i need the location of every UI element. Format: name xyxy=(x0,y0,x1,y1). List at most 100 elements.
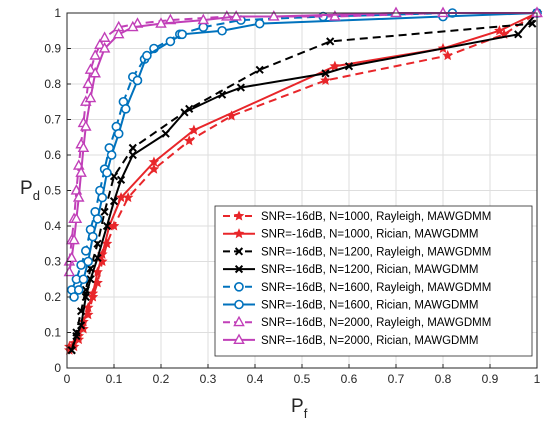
data-point xyxy=(198,22,209,33)
legend-marker xyxy=(234,281,244,292)
data-point xyxy=(183,135,195,146)
series-line xyxy=(70,12,538,351)
data-point xyxy=(120,104,131,114)
data-point xyxy=(77,141,90,153)
data-point xyxy=(165,36,176,47)
legend-label: SNR=-16dB, N=1200, Rayleigh, MAWGDMM xyxy=(261,246,491,258)
legend-item-7: SNR=-16dB, N=2000, Rayleigh, MAWGDMM xyxy=(223,315,491,329)
legend-marker xyxy=(234,264,244,274)
legend-item-8: SNR=-16dB, N=2000, Rician, MAWGDMM xyxy=(223,333,479,347)
data-point xyxy=(254,18,265,29)
data-point xyxy=(115,191,127,203)
data-point xyxy=(128,150,137,160)
legend-item-2: SNR=-16dB, N=1000, Rician, MAWGDMM xyxy=(223,228,479,241)
series-6 xyxy=(69,8,542,302)
data-point xyxy=(97,192,108,203)
legend-item-6: SNR=-16dB, N=1600, Rician, MAWGDMM xyxy=(223,300,479,312)
data-point xyxy=(188,124,200,135)
data-point xyxy=(88,231,98,242)
y-tick-label: 0.8 xyxy=(44,77,61,91)
x-tick-label: 0.5 xyxy=(294,372,311,386)
data-point xyxy=(142,50,152,61)
data-point xyxy=(98,31,111,42)
legend-label: SNR=-16dB, N=1000, Rayleigh, MAWGDMM xyxy=(261,211,491,223)
data-point xyxy=(65,251,78,263)
legend-marker xyxy=(233,228,245,239)
legend-marker xyxy=(233,315,245,327)
data-point xyxy=(321,69,330,78)
data-point xyxy=(230,10,242,21)
data-point xyxy=(127,20,139,32)
x-tick-label: 0.1 xyxy=(106,372,123,386)
data-point xyxy=(93,253,102,263)
series-line xyxy=(68,12,537,262)
axis-ticks: 0 0.1 0.2 0.3 0.4 0.5 0.6 0.7 0.8 0.9 1 0 0.1 0.2 0.3 0… xyxy=(44,6,540,386)
series-group xyxy=(63,6,543,355)
legend-marker xyxy=(234,247,244,256)
y-axis-label-sub: d xyxy=(33,188,40,203)
legend-label: SNR=-16dB, N=1600, Rayleigh, MAWGDMM xyxy=(261,282,491,294)
data-point xyxy=(177,29,187,40)
data-point xyxy=(67,346,76,355)
data-point xyxy=(268,10,280,21)
data-point xyxy=(102,167,112,178)
legend: SNR=-16dB, N=1000, Rayleigh, MAWGDMM SNR=… xyxy=(214,205,533,357)
data-point xyxy=(81,246,91,256)
legend-label: SNR=-16dB, N=1000, Rician, MAWGDMM xyxy=(261,229,479,241)
y-tick-label: 0.9 xyxy=(44,42,61,56)
legend-label: SNR=-16dB, N=1200, Rician, MAWGDMM xyxy=(261,264,479,276)
series-line xyxy=(70,12,538,351)
y-tick-label: 0.2 xyxy=(44,290,61,304)
data-point xyxy=(92,214,103,224)
data-point xyxy=(81,292,90,302)
data-point xyxy=(78,274,89,285)
data-point xyxy=(128,143,137,153)
data-point xyxy=(217,25,227,36)
data-point xyxy=(329,60,341,71)
data-point xyxy=(155,17,167,28)
legend-items: SNR=-16dB, N=1000, Rayleigh, MAWGDMM SNR=… xyxy=(223,210,491,347)
data-point xyxy=(68,233,80,245)
data-point xyxy=(72,191,85,202)
data-point xyxy=(326,37,335,46)
data-point xyxy=(514,30,523,39)
data-point xyxy=(236,83,246,92)
data-point xyxy=(148,156,160,167)
data-point xyxy=(116,175,126,184)
data-point xyxy=(217,90,227,99)
data-point xyxy=(70,212,83,224)
legend-item-1: SNR=-16dB, N=1000, Rayleigh, MAWGDMM xyxy=(223,210,491,223)
data-point xyxy=(82,77,94,89)
data-point xyxy=(390,6,402,18)
x-axis-label: Pf xyxy=(291,396,308,421)
y-tick-label: 0.3 xyxy=(44,255,61,269)
x-tick-label: 0.7 xyxy=(388,372,405,386)
legend-label: SNR=-16dB, N=2000, Rician, MAWGDMM xyxy=(261,335,479,347)
data-point xyxy=(87,287,99,298)
x-tick-label: 0.2 xyxy=(153,372,170,386)
x-tick-label: 1 xyxy=(534,372,541,386)
data-point xyxy=(98,42,111,53)
data-point xyxy=(109,197,119,206)
legend-label: SNR=-16dB, N=2000, Rayleigh, MAWGDMM xyxy=(261,317,491,329)
series-4 xyxy=(67,8,542,355)
y-axis-label: Pd xyxy=(20,178,40,203)
legend-item-5: SNR=-16dB, N=1600, Rayleigh, MAWGDMM xyxy=(223,282,491,294)
data-point xyxy=(72,331,81,341)
legend-marker xyxy=(234,299,244,310)
series-line xyxy=(68,12,538,348)
data-point xyxy=(80,120,92,131)
data-point xyxy=(76,321,86,330)
y-tick-label: 0.6 xyxy=(44,148,61,162)
y-tick-label: 0.1 xyxy=(44,326,61,340)
x-axis-label-sub: f xyxy=(304,406,308,421)
y-tick-label: 0.7 xyxy=(44,113,61,127)
x-tick-label: 0 xyxy=(64,372,71,386)
data-point xyxy=(100,207,109,216)
data-point xyxy=(83,256,93,267)
data-point xyxy=(109,172,119,181)
y-tick-label: 0.5 xyxy=(44,184,61,198)
data-point xyxy=(442,49,454,61)
y-tick-label: 0.4 xyxy=(44,219,61,233)
